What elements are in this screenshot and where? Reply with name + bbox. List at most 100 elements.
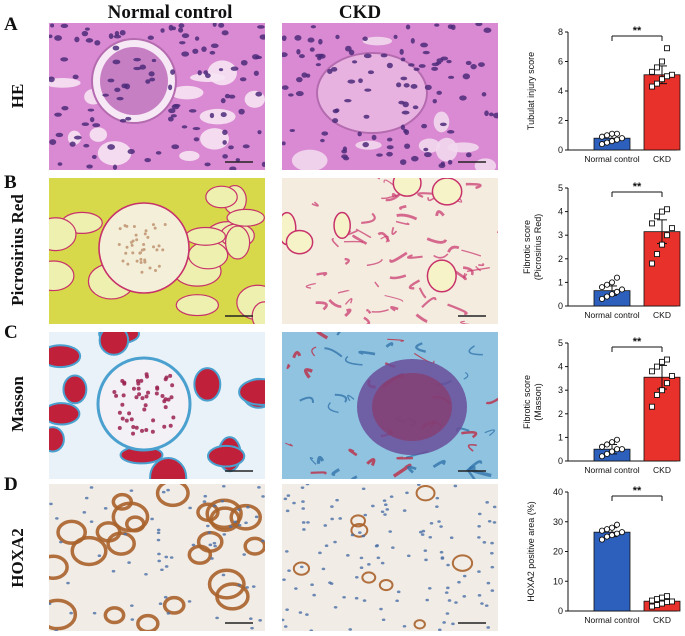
micrograph-masson-ckd [282,332,498,479]
data-point [613,130,621,137]
data-point [603,293,611,300]
data-point [608,448,616,455]
data-point [664,73,670,80]
y-tick-label: 5 [558,183,563,193]
x-category-label: Normal control [584,465,639,475]
y-tick-label: 1 [558,277,563,287]
data-point [603,441,611,448]
data-point [618,529,626,536]
column-header-normal: Normal control [107,2,233,23]
y-tick-label: 2 [558,409,563,419]
data-point [669,373,675,379]
x-category-label: CKD [653,310,671,320]
y-tick-label: 0 [558,606,563,616]
x-category-label: CKD [653,615,671,625]
data-point [598,133,606,140]
y-tick-label: 8 [558,27,563,37]
data-point [654,80,660,87]
data-point [654,64,660,71]
micrograph-hoxa2-ckd [282,484,498,631]
y-tick-label: 2 [558,116,563,126]
data-point [659,594,665,601]
data-point [659,387,665,394]
y-tick-label: 30 [553,517,563,527]
data-point [608,524,616,531]
data-point [613,274,621,281]
y-tick-label: 2 [558,254,563,264]
y-tick-label: 4 [558,207,563,217]
data-point [613,521,621,528]
data-point [608,130,616,137]
y-tick-label: 0 [558,301,563,311]
data-point [654,363,660,370]
y-axis-label: Tubulat injury score [526,52,536,130]
micrograph-psr-ckd [282,178,498,324]
data-point [659,58,665,65]
data-point [598,141,606,148]
micrograph-he-ckd [282,23,498,170]
data-point [664,232,670,239]
data-point [649,260,655,267]
significance-label: ** [633,336,642,348]
data-point [664,593,670,600]
data-point [649,68,655,75]
column-header-ckd: CKD [338,2,382,23]
y-tick-label: 6 [558,57,563,67]
micrograph-masson-normal [49,332,265,479]
row-label-hoxa2: HOXA2 [8,528,27,588]
x-category-label: CKD [653,154,671,164]
x-category-label: Normal control [584,154,639,164]
y-tick-label: 5 [558,338,563,348]
data-point [669,225,675,232]
data-point [654,251,660,258]
bar-normal-control [593,531,631,612]
data-point [613,288,621,295]
data-point [618,446,626,453]
data-point [603,281,611,288]
data-point [613,530,621,537]
data-point [664,380,670,387]
micrograph-hoxa2-normal [49,484,265,631]
data-point [659,76,665,83]
y-axis-label: HOXA2 positive area (%) [526,501,536,602]
data-point [598,527,606,534]
data-point [608,138,616,145]
data-point [664,356,670,363]
data-point [669,598,675,605]
row-label-picrosirius: Picrosirius Red [8,194,27,306]
data-point [603,526,611,533]
chart-fibrotic-masson: Fibrotic score(Masson) 0 1 2 3 4 5 Normal contr… [520,333,683,481]
data-point [649,403,655,410]
data-point [649,368,655,375]
data-point [603,132,611,139]
y-tick-label: 3 [558,230,563,240]
y-tick-label: 40 [553,487,563,497]
data-point [649,83,655,90]
data-point [613,446,621,453]
data-point [664,45,670,52]
data-point [613,136,621,143]
x-category-label: Normal control [584,615,639,625]
y-tick-label: 1 [558,432,563,442]
data-point [659,358,665,365]
data-point [659,600,665,607]
data-point [598,536,606,543]
y-tick-label: 20 [553,547,563,557]
chart-hoxa2-area: HOXA2 positive area (%) 0 10 20 30 40 Normal c… [520,482,683,631]
panel-letter-d: D [4,474,18,495]
data-point [603,139,611,146]
y-tick-label: 10 [553,576,563,586]
significance-label: ** [633,25,642,37]
data-point [598,284,606,291]
significance-label: ** [633,485,642,497]
significance-label: ** [633,181,642,193]
y-tick-label: 0 [558,456,563,466]
data-point [608,291,616,298]
panel-letter-b: B [4,172,17,193]
micrograph-psr-normal [49,178,265,324]
data-point [598,453,606,460]
data-point [608,279,616,286]
data-point [598,443,606,450]
row-label-masson: Masson [8,376,27,432]
data-point [608,439,616,446]
